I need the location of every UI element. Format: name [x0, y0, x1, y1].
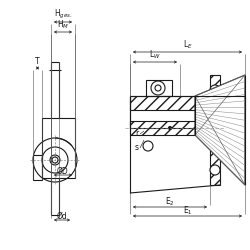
- Circle shape: [210, 85, 220, 95]
- Bar: [130, 121, 205, 135]
- Text: Ød: Ød: [56, 212, 68, 221]
- Bar: [210, 75, 220, 185]
- Text: r: r: [135, 130, 138, 138]
- Bar: [33, 155, 42, 180]
- Text: L$_{W}$: L$_{W}$: [149, 48, 161, 61]
- Bar: [146, 80, 172, 96]
- Circle shape: [210, 165, 220, 175]
- Text: L$_{E}$: L$_{E}$: [183, 38, 192, 51]
- Text: T: T: [35, 57, 40, 66]
- Text: E$_{2}$: E$_{2}$: [165, 196, 175, 208]
- Polygon shape: [195, 75, 245, 185]
- Text: H$_{M}$: H$_{M}$: [57, 18, 69, 31]
- Text: s: s: [135, 144, 139, 152]
- Circle shape: [168, 126, 172, 130]
- Circle shape: [151, 81, 165, 95]
- Circle shape: [143, 141, 153, 151]
- Text: E$_{1}$: E$_{1}$: [182, 204, 192, 217]
- Text: H$_{ges.}$: H$_{ges.}$: [54, 8, 72, 21]
- Bar: [130, 96, 245, 110]
- Text: ØD: ØD: [57, 167, 69, 176]
- Bar: [42, 118, 75, 178]
